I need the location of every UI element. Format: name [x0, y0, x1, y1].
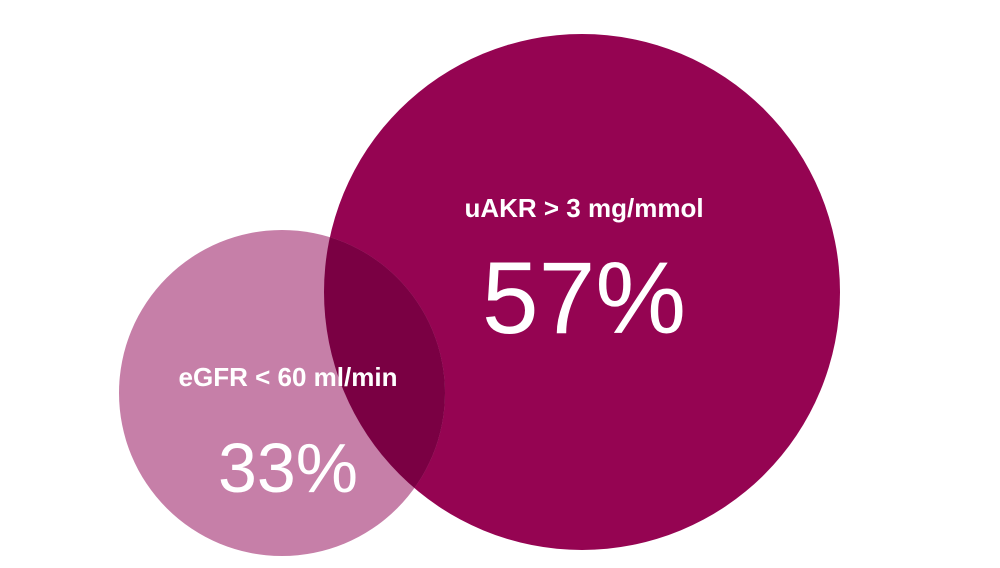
- uakr-label: uAKR > 3 mg/mmol: [464, 193, 704, 223]
- uakr-circle: [324, 34, 840, 550]
- egfr-label: eGFR < 60 ml/min: [178, 362, 398, 392]
- uakr-value: 57%: [481, 241, 687, 355]
- egfr-value: 33%: [217, 429, 359, 507]
